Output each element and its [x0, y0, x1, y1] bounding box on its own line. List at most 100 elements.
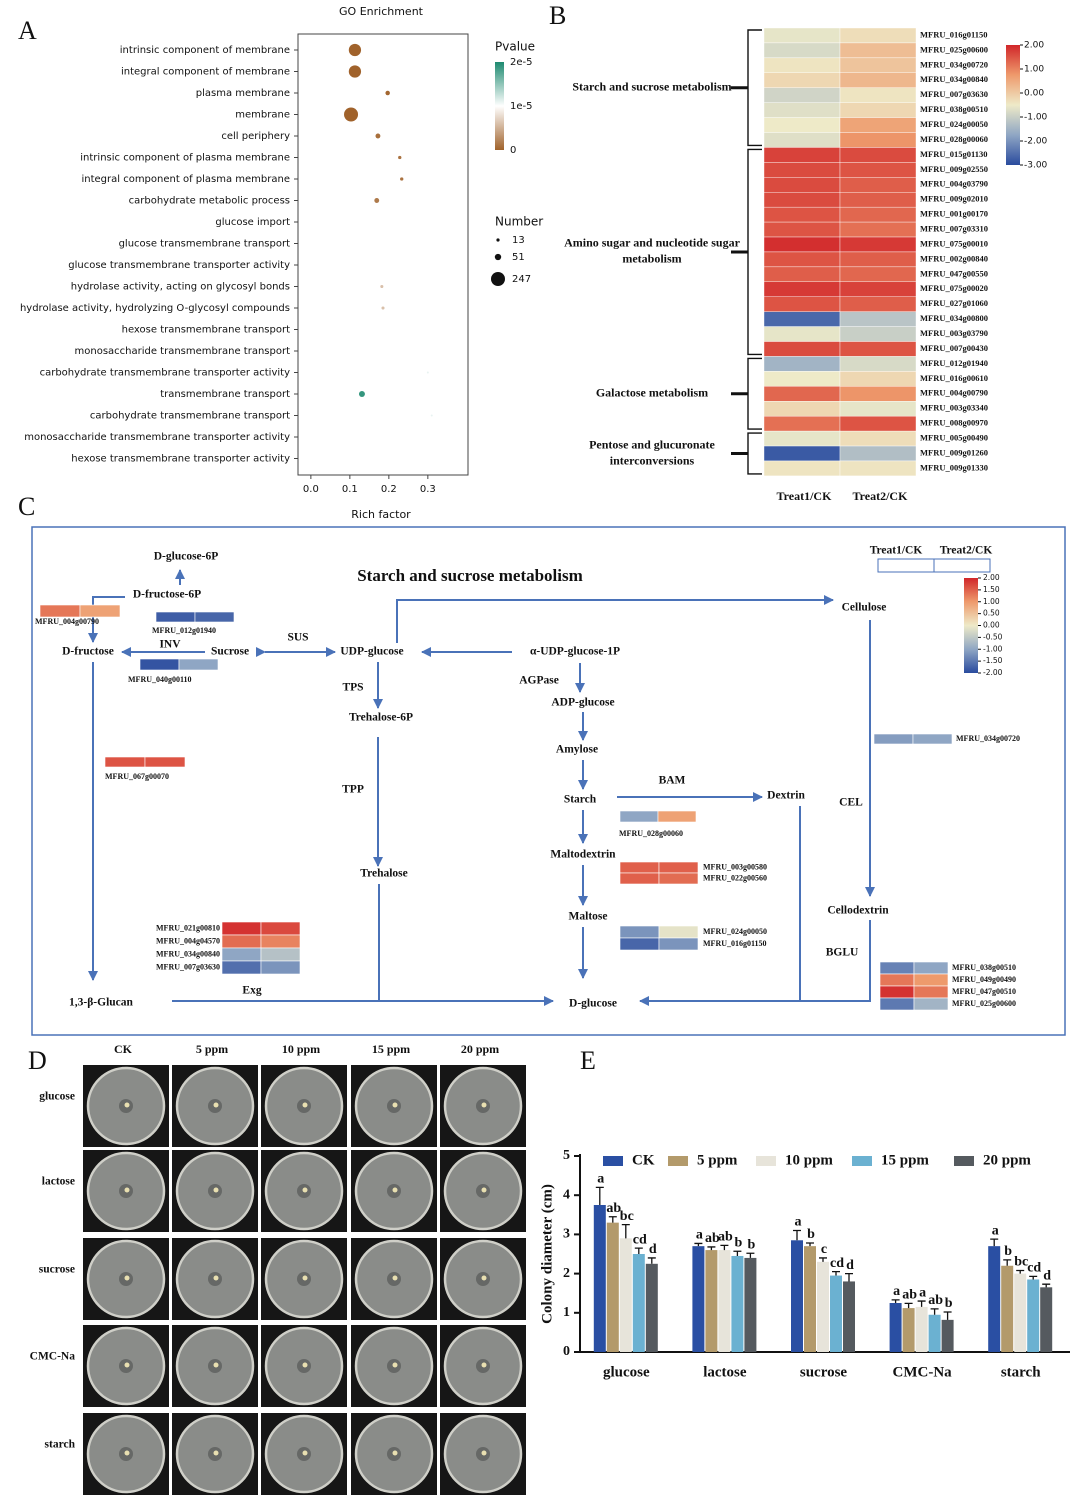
gene-label: MFRU_027g01060	[920, 298, 988, 308]
error-bar	[891, 1299, 900, 1303]
y-tick-label: plasma membrane	[196, 88, 290, 99]
bar	[915, 1306, 928, 1352]
row-label: starch	[45, 1439, 76, 1451]
error-bar	[845, 1272, 853, 1282]
row-label: glucose	[39, 1091, 75, 1103]
gene-label: MFRU_040g00110	[128, 675, 192, 684]
bar	[817, 1261, 829, 1352]
heatmap-cell	[763, 311, 841, 327]
bar	[791, 1240, 803, 1352]
gene-label: MFRU_016g00610	[920, 373, 988, 383]
x-tick-label: glucose	[603, 1364, 650, 1380]
gene-label: MFRU_034g00720	[920, 59, 988, 69]
y-tick-label: intrinsic component of membrane	[120, 45, 290, 56]
dot	[358, 391, 365, 397]
legend-swatch	[603, 1156, 623, 1166]
error-bar	[621, 1223, 630, 1239]
bar	[692, 1246, 705, 1352]
gene-label: MFRU_024g00050	[703, 927, 767, 936]
y-tick-label: intrinsic component of plasma membrane	[80, 153, 290, 164]
legend-title: Pvalue	[495, 40, 535, 54]
legend-label: 20 ppm	[983, 1152, 1031, 1168]
colorbar-label: -2.00	[983, 668, 1003, 677]
gene-label: MFRU_001g00170	[920, 209, 988, 219]
heatmap-cell	[839, 27, 917, 44]
metabolite: Dextrin	[767, 790, 805, 802]
heatmap-cell	[763, 177, 841, 193]
error-bar	[1016, 1269, 1025, 1274]
heatmap-cell	[763, 401, 841, 417]
heatmap-cell	[763, 132, 841, 148]
group-bracket	[747, 148, 762, 356]
gene-cell	[144, 756, 186, 768]
gene-cell	[879, 985, 915, 999]
gene-cell	[873, 733, 914, 745]
inoculum	[213, 1102, 219, 1108]
heatmap-cell	[839, 311, 917, 327]
y-tick-label: monosaccharide transmembrane transport	[75, 346, 291, 357]
group-bracket	[747, 357, 762, 430]
significance-letter: b	[1004, 1244, 1012, 1259]
gene-label: MFRU_007g03630	[920, 89, 988, 99]
metabolite: ADP-glucose	[551, 697, 614, 709]
legend-label: 10 ppm	[785, 1152, 833, 1168]
bar	[632, 1254, 645, 1352]
significance-letter: d	[649, 1242, 657, 1257]
legend-label: 5 ppm	[697, 1152, 738, 1168]
enzyme: AGPase	[519, 675, 559, 687]
heatmap-cell	[763, 251, 841, 268]
gene-cell	[879, 961, 915, 975]
error-bar	[733, 1250, 742, 1256]
colorbar-label: 0	[510, 145, 516, 156]
heatmap-cell	[763, 206, 841, 223]
heatmap-cell	[839, 296, 917, 312]
colorbar	[1006, 45, 1020, 165]
dot	[444, 264, 446, 266]
group-label: interconversions	[610, 453, 695, 467]
heatmap-cell	[763, 430, 841, 447]
y-tick-label: 1	[563, 1305, 570, 1320]
gene-cell	[657, 810, 697, 823]
dot	[380, 284, 384, 289]
inoculum	[213, 1275, 219, 1281]
colorbar-label: 2.00	[1024, 41, 1044, 51]
x-tick-label: sucrose	[800, 1364, 848, 1380]
heatmap-cell	[839, 445, 917, 462]
y-tick-label: carbohydrate transmembrane transport	[90, 411, 290, 422]
gene-label: MFRU_009g01330	[920, 462, 988, 472]
colorbar-label: -1.00	[1024, 113, 1048, 123]
colorbar-label: 1.00	[1024, 65, 1044, 75]
significance-letter: ab	[902, 1288, 917, 1303]
column-label: CK	[114, 1042, 133, 1056]
bar	[889, 1303, 902, 1352]
enzyme: BAM	[659, 775, 686, 787]
gene-label: MFRU_024g00050	[920, 119, 988, 129]
heatmap-cell	[839, 102, 917, 118]
dot	[426, 371, 429, 374]
significance-letter: a	[992, 1223, 999, 1238]
x-tick-label: 0.1	[342, 484, 358, 495]
gene-label: MFRU_008g00970	[920, 418, 988, 428]
gene-label: MFRU_022g00560	[703, 873, 767, 882]
heatmap-cell	[839, 117, 917, 133]
gene-cell	[260, 947, 301, 962]
arrow	[396, 595, 834, 643]
colorbar-label: 0.00	[1024, 89, 1044, 99]
gene-label: MFRU_003g03340	[920, 403, 988, 413]
significance-letter: cd	[633, 1232, 647, 1247]
heatmap-cell	[839, 460, 917, 477]
heatmap-cell	[763, 415, 841, 432]
legend-label: 15 ppm	[881, 1152, 929, 1168]
bar	[843, 1281, 855, 1352]
gene-cell	[194, 611, 235, 623]
legend-dot	[494, 253, 502, 261]
bar	[731, 1255, 744, 1352]
gene-label: MFRU_047g00550	[920, 268, 988, 278]
inoculum	[481, 1275, 487, 1281]
metabolite: Trehalose-6P	[349, 712, 413, 724]
heatmap-cell	[763, 341, 841, 357]
gene-cell	[260, 960, 301, 975]
gene-label: MFRU_025g00600	[920, 44, 988, 54]
column-label: Treat2/CK	[853, 489, 909, 503]
x-axis-label: Rich factor	[351, 508, 411, 521]
